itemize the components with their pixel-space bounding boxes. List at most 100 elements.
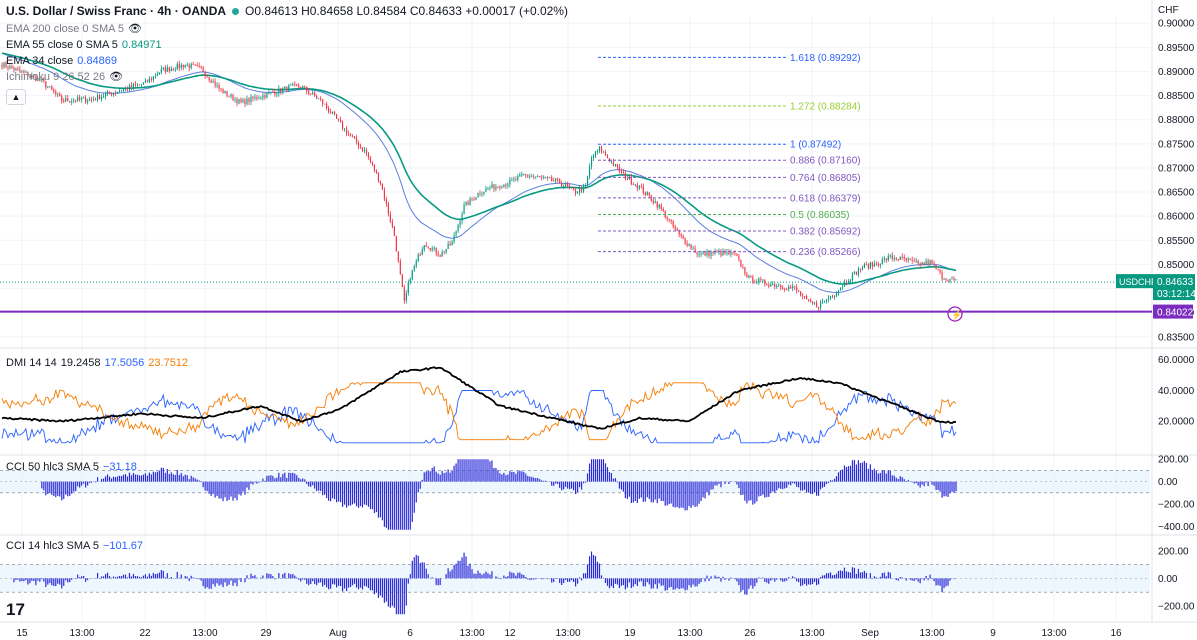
candle [662, 208, 664, 211]
candle [182, 64, 184, 68]
candle [764, 279, 766, 285]
candle [578, 188, 581, 193]
candle [571, 187, 573, 188]
candle [839, 288, 842, 291]
candle [730, 252, 732, 255]
candle [829, 296, 832, 299]
candle [150, 78, 152, 80]
legend-cci14[interactable]: CCI 14 hlc3 SMA 5 −101.67 [6, 539, 147, 553]
candle [694, 248, 696, 253]
candle [638, 186, 640, 189]
candle [357, 142, 360, 147]
legend-cci50[interactable]: CCI 50 hlc3 SMA 5 −31.18 [6, 460, 141, 474]
candle [800, 291, 802, 296]
candle [935, 264, 937, 270]
candle [895, 258, 897, 260]
eye-hidden-icon[interactable]: 👁 [128, 23, 142, 35]
candle [658, 204, 660, 208]
candle [720, 251, 722, 256]
currency-label[interactable]: CHF [1158, 5, 1179, 16]
candle [505, 184, 507, 186]
candle [310, 93, 312, 95]
candle [947, 279, 949, 282]
candle [423, 245, 425, 250]
candle [913, 260, 915, 262]
candle [851, 273, 854, 281]
candle [71, 101, 73, 103]
candle [539, 176, 541, 177]
eye-hidden-icon[interactable]: 👁 [109, 71, 124, 83]
candle [837, 290, 840, 294]
candle [847, 281, 850, 284]
candle [39, 78, 41, 81]
candle [322, 99, 324, 104]
candle [682, 236, 684, 239]
candle [274, 92, 276, 95]
time-tick-label: Sep [861, 628, 879, 639]
legend-ema200[interactable]: EMA 200 close 0 SMA 5 👁 [6, 22, 146, 36]
candle [110, 93, 113, 95]
candle [437, 253, 439, 256]
candle [937, 269, 939, 271]
candle [116, 91, 119, 93]
candle [881, 259, 883, 264]
candle [742, 266, 744, 268]
candle [823, 301, 826, 303]
candle [206, 76, 208, 78]
candle [162, 67, 164, 69]
candle [33, 75, 35, 77]
candle [136, 84, 139, 86]
candle [254, 96, 256, 99]
candle [443, 251, 445, 253]
candle [401, 274, 403, 288]
candle [527, 175, 529, 177]
candle [804, 296, 806, 297]
legend-dmi[interactable]: DMI 14 14 19.2458 17.5056 23.7512 [6, 356, 192, 370]
candle [949, 278, 951, 282]
price-tick-label: 0.86000 [1158, 212, 1195, 223]
candle [648, 192, 650, 196]
time-tick-label: 15 [16, 628, 28, 639]
tradingview-logo[interactable]: 17 [6, 600, 25, 619]
candle [204, 72, 206, 77]
candle [927, 260, 929, 265]
candle [736, 253, 738, 256]
candle [118, 90, 121, 92]
candle [849, 280, 852, 282]
legend-ema34[interactable]: EMA 34 close 0.84869 [6, 54, 121, 68]
candle [320, 98, 322, 100]
candle [541, 176, 543, 178]
candle [47, 86, 49, 88]
time-tick-label: 12 [504, 628, 516, 639]
candle [306, 87, 308, 92]
candle [353, 136, 356, 138]
candle [250, 96, 252, 102]
candle [359, 146, 362, 148]
time-tick-label: 6 [407, 628, 413, 639]
candle [798, 290, 800, 292]
candle [489, 188, 491, 189]
candle [686, 243, 688, 246]
legend-ema55[interactable]: EMA 55 close 0 SMA 5 0.84971 [6, 38, 166, 52]
price-tick-label: 0.85000 [1158, 260, 1195, 271]
candle [529, 176, 531, 178]
collapse-legend-button[interactable]: ▲ [6, 89, 26, 105]
candle [459, 221, 461, 226]
time-tick-label: 13:00 [919, 628, 944, 639]
candle [91, 99, 93, 100]
cci14-value: −101.67 [102, 540, 144, 552]
candle [485, 188, 487, 192]
cci50-tick-label: −400.00 [1158, 522, 1195, 533]
candle [917, 261, 919, 264]
candle [55, 91, 57, 95]
price-tick-label: 0.87000 [1158, 163, 1195, 174]
candle [244, 99, 246, 105]
candle [909, 258, 911, 260]
candle [341, 122, 344, 129]
candle [523, 174, 525, 176]
legend-ichimoku[interactable]: Ichimoku 9 26 52 26 👁 [6, 70, 127, 84]
candle [590, 158, 593, 167]
candle [93, 99, 95, 101]
candle [491, 184, 493, 189]
